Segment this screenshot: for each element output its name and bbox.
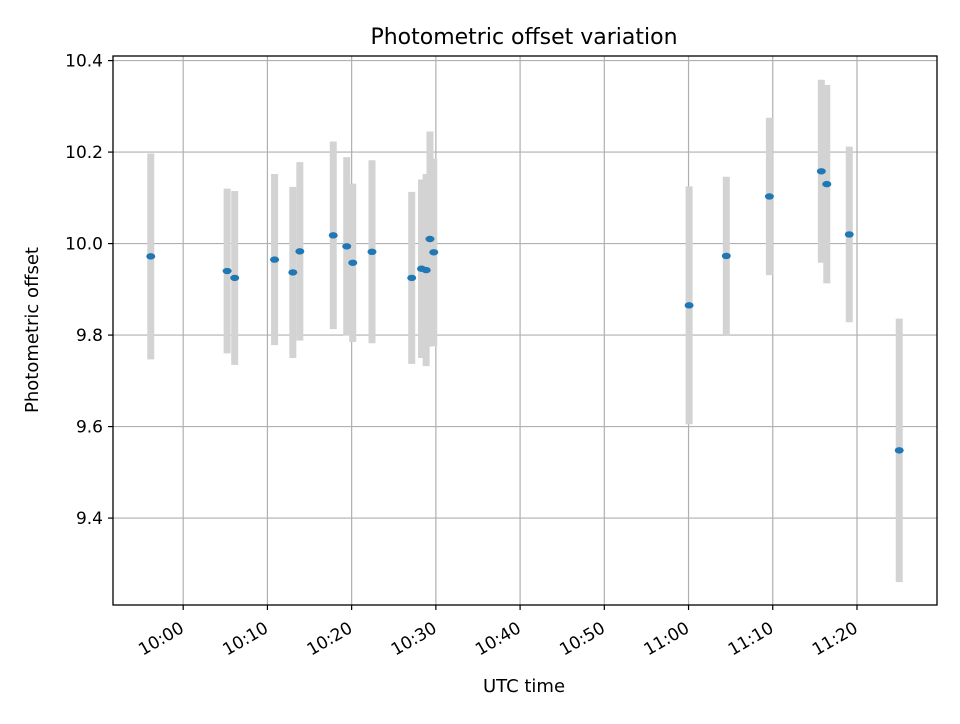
x-tick-label: 10:30 xyxy=(388,618,440,660)
x-axis-label: UTC time xyxy=(483,676,565,697)
data-point xyxy=(425,235,435,243)
grid-layer xyxy=(113,56,937,605)
data-point xyxy=(721,252,731,260)
data-point xyxy=(295,248,305,255)
y-tick-label: 9.6 xyxy=(76,418,103,438)
data-point xyxy=(894,447,904,454)
data-point xyxy=(328,232,338,239)
x-tick-label: 10:10 xyxy=(219,618,271,660)
data-point xyxy=(222,267,232,275)
data-point xyxy=(367,248,377,256)
data-point xyxy=(822,180,832,188)
y-tick-label: 9.4 xyxy=(76,509,103,529)
x-tick-label: 10:40 xyxy=(472,618,524,660)
data-point xyxy=(230,274,240,282)
y-tick-label: 10.0 xyxy=(65,235,103,255)
point-layer xyxy=(146,168,904,454)
x-tick-label: 10:20 xyxy=(304,618,356,660)
data-point xyxy=(348,259,358,266)
data-point xyxy=(816,168,826,175)
data-point xyxy=(764,193,774,200)
tick-layer: 10:00 10:10 10:20 10:30 10:40 10:50 11:00 11:10… xyxy=(65,52,861,661)
data-point xyxy=(288,269,298,276)
plot-frame xyxy=(112,55,938,606)
data-point xyxy=(684,302,694,309)
y-axis-label: Photometric offset xyxy=(22,247,43,413)
errorbar-layer xyxy=(147,79,903,583)
data-point xyxy=(844,231,854,238)
data-point xyxy=(146,253,156,260)
data-point xyxy=(342,243,352,250)
y-tick-label: 10.4 xyxy=(65,52,103,72)
x-tick-label: 11:10 xyxy=(725,618,777,660)
x-tick-label: 11:00 xyxy=(641,618,693,660)
x-tick-label: 10:50 xyxy=(556,618,608,660)
x-tick-label: 10:00 xyxy=(135,618,187,660)
y-tick-label: 9.8 xyxy=(76,326,103,346)
data-point xyxy=(421,266,431,274)
chart-title: Photometric offset variation xyxy=(370,25,677,50)
data-point xyxy=(270,256,280,263)
data-point xyxy=(429,249,439,256)
data-point xyxy=(407,274,417,282)
y-tick-label: 10.2 xyxy=(65,143,103,163)
x-tick-label: 11:20 xyxy=(809,618,861,660)
